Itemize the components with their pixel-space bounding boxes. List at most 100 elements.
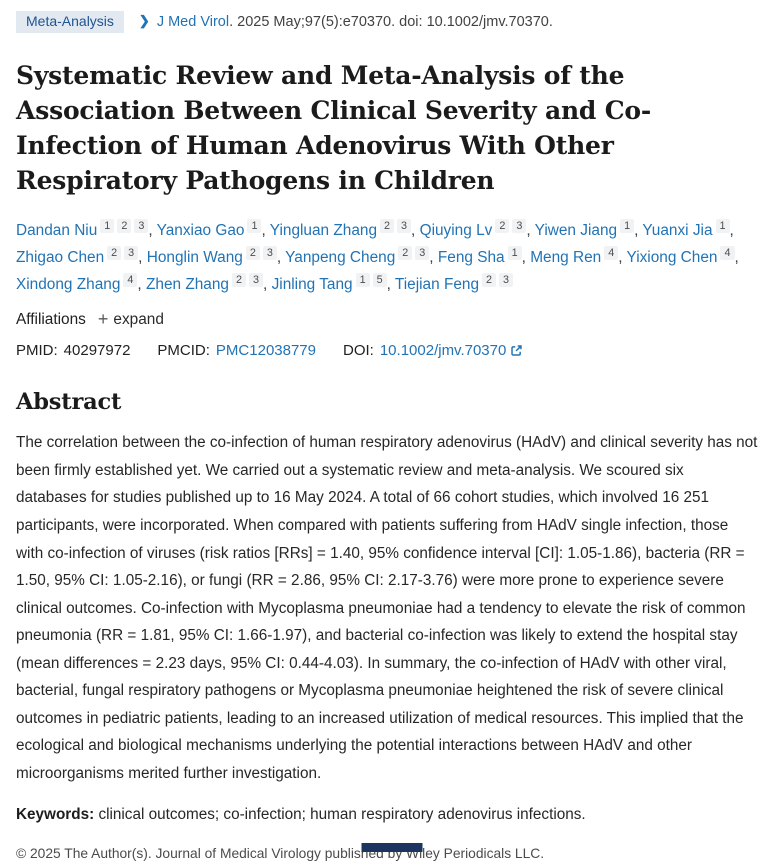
author: Zhigao Chen 2 3: [16, 246, 139, 267]
author-link[interactable]: Dandan Niu: [16, 222, 98, 240]
author-affiliation-sup[interactable]: 3: [512, 219, 527, 234]
author-affiliation-sup[interactable]: 3: [262, 246, 277, 261]
author-affiliation-sup[interactable]: 3: [397, 219, 412, 234]
author-separator: ,: [729, 222, 734, 240]
author-link[interactable]: Jinling Tang: [271, 276, 353, 294]
abstract-heading: Abstract: [16, 389, 122, 416]
author: Yanxiao Gao 1: [156, 219, 262, 240]
author: Yanpeng Cheng 2 3: [285, 246, 430, 267]
author-affiliation-sup[interactable]: 3: [249, 273, 264, 288]
author: Qiuying Lv 2 3: [419, 219, 527, 240]
author-affiliation-sup[interactable]: 1: [247, 219, 262, 234]
author-affiliation-sup[interactable]: 2: [107, 246, 122, 261]
author-separator: ,: [138, 249, 147, 267]
author-separator: ,: [261, 222, 270, 240]
pmcid-label: PMCID:: [157, 342, 210, 360]
identifiers-row: PMID: 40297972 PMCID: PMC12038779 DOI: 1…: [16, 342, 768, 359]
author-affiliation-sup[interactable]: 4: [604, 246, 619, 261]
author-affiliation-sup[interactable]: 1: [100, 219, 115, 234]
author-link[interactable]: Zhen Zhang: [145, 276, 229, 294]
author-link[interactable]: Meng Ren: [530, 249, 602, 267]
author: Yuanxi Jia 1: [642, 219, 730, 240]
keywords-line: Keywords: clinical outcomes; co-infectio…: [16, 801, 768, 829]
author-separator: ,: [276, 249, 286, 267]
author: Jinling Tang 1 5: [271, 273, 387, 294]
author-link[interactable]: Feng Sha: [437, 249, 505, 267]
author-link[interactable]: Yanxiao Gao: [156, 222, 245, 240]
author-affiliation-sup[interactable]: 2: [398, 246, 413, 261]
author-separator: ,: [148, 222, 157, 240]
author-separator: ,: [137, 276, 146, 294]
plus-icon: +: [97, 309, 109, 330]
author-affiliation-sup[interactable]: 1: [355, 273, 370, 288]
pmcid-group: PMCID: PMC12038779: [157, 342, 316, 359]
author-list: Dandan Niu 1 2 3, Yanxiao Gao 1, Yingluan Zh…: [16, 217, 764, 298]
author-separator: ,: [411, 222, 420, 240]
author-affiliation-sup[interactable]: 2: [495, 219, 510, 234]
author-separator: ,: [386, 276, 395, 294]
author-link[interactable]: Yiwen Jiang: [534, 222, 618, 240]
author-affiliation-sup[interactable]: 2: [482, 273, 497, 288]
abstract-text: The correlation between the co-infection…: [16, 434, 758, 782]
author-link[interactable]: Xindong Zhang: [16, 276, 121, 294]
external-link-icon: [510, 344, 523, 357]
affiliations-row: Affiliations + expand: [16, 309, 768, 330]
author-separator: ,: [618, 249, 627, 267]
author: Yixiong Chen 4: [626, 246, 735, 267]
author-link[interactable]: Qiuying Lv: [419, 222, 493, 240]
partial-bottom-element: [361, 843, 423, 852]
author: Yiwen Jiang 1: [534, 219, 635, 240]
pmid-group: PMID: 40297972: [16, 342, 130, 359]
author-separator: ,: [429, 249, 438, 267]
author-affiliation-sup[interactable]: 1: [715, 219, 730, 234]
author-link[interactable]: Yingluan Zhang: [269, 222, 378, 240]
author-link[interactable]: Tiejian Feng: [394, 276, 480, 294]
author: Meng Ren 4: [530, 246, 619, 267]
doi-value: 10.1002/jmv.70370: [379, 342, 507, 360]
author-separator: ,: [734, 249, 739, 267]
author-affiliation-sup[interactable]: 1: [507, 246, 522, 261]
author-link[interactable]: Yuanxi Jia: [642, 222, 713, 240]
author: Honglin Wang 2 3: [146, 246, 277, 267]
expand-affiliations-button[interactable]: + expand: [97, 309, 164, 330]
author-affiliation-sup[interactable]: 3: [134, 219, 149, 234]
author-affiliation-sup[interactable]: 3: [499, 273, 514, 288]
doi-link[interactable]: 10.1002/jmv.70370: [380, 342, 523, 359]
author-affiliation-sup[interactable]: 3: [415, 246, 430, 261]
publication-type-badge: Meta-Analysis: [16, 11, 124, 34]
citation-row: Meta-Analysis ❯ J Med Virol. 2025 May;97…: [16, 11, 768, 34]
pmid-label: PMID:: [16, 342, 58, 360]
keywords-label: Keywords:: [16, 806, 95, 824]
author-link[interactable]: Yixiong Chen: [626, 249, 718, 267]
doi-label: DOI:: [343, 342, 374, 360]
author: Feng Sha 1: [437, 246, 522, 267]
doi-group: DOI: 10.1002/jmv.70370: [343, 342, 523, 359]
keywords-text: clinical outcomes; co-infection; human r…: [98, 806, 586, 824]
article-title: Systematic Review and Meta-Analysis of t…: [16, 61, 652, 196]
author-separator: ,: [521, 249, 531, 267]
author-affiliation-sup[interactable]: 5: [372, 273, 387, 288]
author-affiliation-sup[interactable]: 4: [720, 246, 735, 261]
author-separator: ,: [526, 222, 535, 240]
author: Zhen Zhang 2 3: [145, 273, 264, 294]
author: Yingluan Zhang 2 3: [269, 219, 412, 240]
author-link[interactable]: Yanpeng Cheng: [285, 249, 396, 267]
author-affiliation-sup[interactable]: 4: [123, 273, 138, 288]
author-separator: ,: [634, 222, 643, 240]
expand-label: expand: [113, 311, 164, 329]
author: Xindong Zhang 4: [16, 273, 138, 294]
author-affiliation-sup[interactable]: 3: [124, 246, 139, 261]
author-affiliation-sup[interactable]: 2: [245, 246, 260, 261]
author-link[interactable]: Honglin Wang: [146, 249, 243, 267]
chevron-right-icon: ❯: [138, 13, 150, 29]
author-separator: ,: [263, 276, 272, 294]
author-affiliation-sup[interactable]: 1: [620, 219, 635, 234]
pmcid-link[interactable]: PMC12038779: [215, 342, 316, 360]
author-affiliation-sup[interactable]: 2: [231, 273, 246, 288]
author-link[interactable]: Zhigao Chen: [16, 249, 105, 267]
author-affiliation-sup[interactable]: 2: [380, 219, 395, 234]
citation-details: . 2025 May;97(5):e70370. doi: 10.1002/jm…: [229, 14, 553, 31]
journal-link[interactable]: J Med Virol: [156, 14, 230, 31]
author-affiliation-sup[interactable]: 2: [117, 219, 132, 234]
